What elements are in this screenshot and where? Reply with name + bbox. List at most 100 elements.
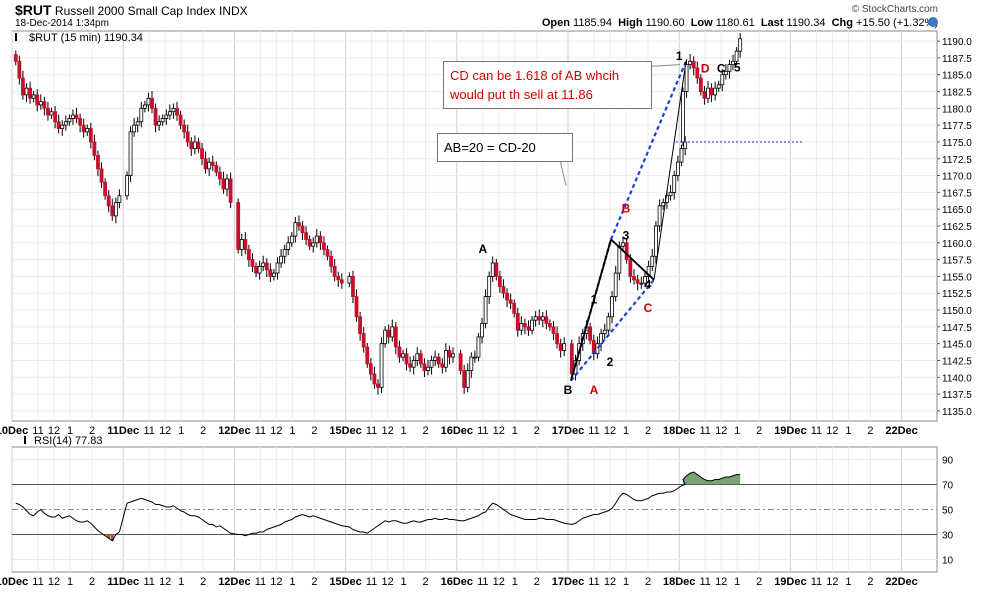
candle-body <box>71 114 75 119</box>
candle-body <box>526 326 531 331</box>
y-tick-label: 1162.5 <box>942 222 972 233</box>
candle-body <box>376 383 380 388</box>
wave-label: D <box>701 62 710 76</box>
x-tick-label-lower: 12 <box>826 576 838 588</box>
x-tick-label-lower: 16Dec <box>441 576 473 588</box>
x-tick-label-lower: 12 <box>159 576 171 588</box>
candle-body <box>595 343 600 355</box>
candle-body <box>347 276 352 284</box>
open-label: Open <box>541 17 570 29</box>
y-tick-label: 1172.5 <box>942 155 972 166</box>
candle-body <box>351 276 355 298</box>
x-tick-label-lower: 19Dec <box>774 576 806 588</box>
x-tick-label: 1 <box>623 425 629 437</box>
wave-label: B <box>564 383 573 397</box>
wave-label: 5 <box>734 60 741 74</box>
candle-body <box>469 356 474 371</box>
x-tick-label: 12 <box>270 425 282 437</box>
candle-body <box>164 114 169 119</box>
ac-channel-line <box>570 279 655 382</box>
x-tick-label: 12 <box>381 425 393 437</box>
watermark: © StockCharts.com <box>851 4 938 15</box>
candle-body <box>404 353 409 365</box>
candle-body <box>429 360 434 368</box>
x-tick-label: 11 <box>366 425 377 437</box>
candle-body <box>297 222 301 227</box>
candle-body <box>490 262 495 277</box>
candlestick-series <box>13 33 743 395</box>
x-tick-label: 1 <box>289 425 295 437</box>
x-tick-label: 2 <box>756 425 762 437</box>
candle-body <box>60 124 65 129</box>
candle-body <box>96 154 100 170</box>
candle-body <box>698 77 703 92</box>
wave-label: C <box>717 62 726 76</box>
x-tick-label: 1 <box>734 425 740 437</box>
ohlc-readout: Open 1185.94 High 1190.60 Low 1180.61 La… <box>542 17 938 29</box>
candle-body <box>318 235 323 244</box>
y-tick-label: 1190.0 <box>942 37 972 48</box>
y-tick-label: 1145.0 <box>942 340 972 351</box>
candle-body <box>422 363 427 371</box>
candle-body <box>672 175 677 193</box>
x-tick-label: 11 <box>32 425 43 437</box>
x-tick-label: 16Dec <box>441 425 473 437</box>
candle-body <box>709 87 714 96</box>
last-label: Last <box>760 17 784 29</box>
legend-icon <box>15 33 27 41</box>
x-tick-label-lower: 1 <box>734 576 740 588</box>
x-tick-label: 2 <box>645 425 651 437</box>
candle-body <box>436 356 441 365</box>
candle-body <box>501 286 506 294</box>
candle-body <box>153 107 158 126</box>
x-tick-label: 11Dec <box>107 425 139 437</box>
x-tick-label-lower: 17Dec <box>552 576 584 588</box>
candle-body <box>602 329 607 334</box>
candle-body <box>361 333 366 348</box>
candle-body <box>530 319 534 331</box>
candle-body <box>99 168 104 183</box>
candle-body <box>393 326 398 348</box>
candle-body <box>53 111 57 123</box>
y-tick-label: 1135.0 <box>942 407 972 418</box>
y-tick-label: 1175.0 <box>942 138 972 149</box>
candle-body <box>46 107 50 116</box>
exchange: INDX <box>219 4 248 18</box>
candle-body <box>695 67 700 79</box>
candle-body <box>628 259 633 277</box>
candle-body <box>512 302 517 314</box>
y-tick-label: 1180.0 <box>942 104 972 115</box>
x-tick-label-lower: 2 <box>311 576 317 588</box>
candle-body <box>599 333 603 345</box>
candle-body <box>716 84 721 89</box>
candle-body <box>236 202 241 250</box>
candle-body <box>551 326 556 334</box>
candle-body <box>150 97 154 109</box>
high-label: High <box>618 17 643 29</box>
candle-body <box>210 161 215 166</box>
candle-body <box>146 97 151 106</box>
x-tick-label: 2 <box>423 425 429 437</box>
scroll-arrow-icon[interactable] <box>928 17 938 27</box>
x-tick-label-lower: 11 <box>699 576 710 588</box>
candle-body <box>113 202 118 217</box>
candle-body <box>390 326 395 338</box>
candle-body <box>92 141 97 156</box>
index-name: Russell 2000 Small Cap Index <box>54 4 216 18</box>
candle-body <box>78 118 83 126</box>
wave-label: 4 <box>645 278 652 292</box>
y-tick-label: 1142.5 <box>942 356 972 367</box>
candle-body <box>562 343 567 351</box>
candle-body <box>731 60 735 66</box>
x-tick-label-lower: 12 <box>493 576 505 588</box>
candle-body <box>279 255 283 264</box>
candle-body <box>483 296 488 324</box>
candle-body <box>167 111 172 116</box>
candle-body <box>480 323 484 338</box>
candle-body <box>401 353 405 358</box>
candle-body <box>497 276 502 287</box>
candle-body <box>383 329 388 345</box>
candle-body <box>110 205 115 217</box>
rsi-tick-label: 30 <box>942 531 954 542</box>
